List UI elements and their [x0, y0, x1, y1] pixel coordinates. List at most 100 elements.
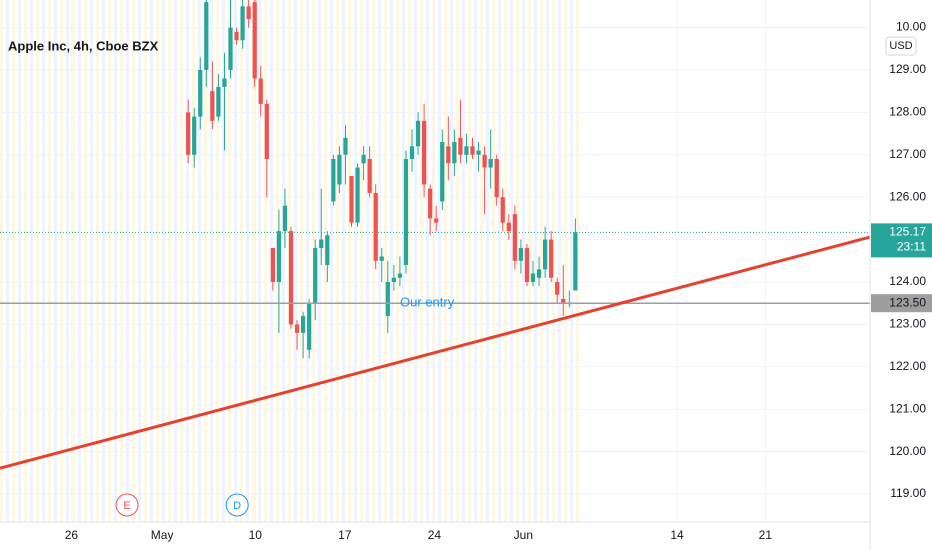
candle-body	[524, 248, 530, 282]
candle-body	[542, 239, 548, 270]
x-tick-label: Jun	[514, 528, 533, 542]
last-price-label: 125.17	[889, 225, 926, 239]
candle-body	[561, 298, 566, 304]
candle-body	[325, 235, 330, 266]
candle-body	[276, 231, 282, 282]
currency: USD	[889, 40, 912, 52]
candle-body	[512, 214, 517, 261]
event-marker	[115, 493, 139, 517]
candle-body	[409, 146, 415, 160]
candle-body	[434, 218, 439, 223]
candle-body	[385, 281, 390, 316]
y-tick-label: 120.00	[889, 444, 926, 458]
candle-body	[349, 175, 354, 223]
y-tick-label: 119.00	[890, 486, 926, 500]
candle-body	[476, 150, 481, 155]
chart-title: Apple Inc, 4h, Cboe BZX	[8, 38, 159, 53]
candle-body	[488, 159, 493, 168]
candle-body	[536, 269, 542, 278]
candle-body	[518, 248, 524, 261]
candle-body	[186, 112, 191, 155]
candle-body	[573, 232, 578, 291]
candle-body	[361, 154, 366, 164]
marks: Our entry E D	[0, 0, 871, 517]
axes: 10.00129.00128.00127.00126.00125.00124.0…	[65, 20, 932, 542]
candle-body	[379, 256, 384, 261]
candle-body	[204, 2, 209, 70]
candle-body	[216, 86, 221, 117]
trendline	[0, 235, 871, 470]
y-tick-label: 123.00	[889, 317, 926, 331]
candle-body	[464, 146, 469, 155]
currency-box[interactable]	[885, 36, 917, 56]
candle-body	[282, 205, 288, 232]
countdown: 23:11	[897, 240, 926, 254]
candle-body	[331, 159, 336, 202]
candle-body	[403, 159, 409, 266]
x-tick-label: 14	[670, 528, 684, 542]
candle-body	[264, 103, 269, 160]
candle-body	[192, 116, 197, 155]
candle-body	[234, 31, 239, 41]
candle-body	[367, 159, 372, 193]
y-tick-label: 127.00	[889, 147, 926, 161]
candle-body	[421, 120, 427, 185]
candle-body	[530, 273, 536, 282]
candle-body	[246, 6, 251, 20]
x-tick-label: 24	[428, 528, 442, 542]
candle-body	[452, 142, 457, 164]
x-tick-label: May	[151, 528, 174, 542]
y-tick-label: 126.00	[889, 189, 926, 203]
candle-body	[252, 2, 257, 79]
candle-body	[397, 273, 403, 278]
candle-body	[319, 239, 324, 249]
candle-body	[373, 192, 378, 261]
entry-price-tag	[871, 294, 932, 313]
candle-body	[222, 78, 227, 87]
y-tick-label: 129.00	[889, 62, 926, 76]
y-tick-label: 124.00	[889, 274, 926, 288]
candle-body	[228, 27, 233, 70]
event-label: E	[123, 500, 130, 512]
y-tick-label: 10.00	[896, 20, 926, 34]
candle-body	[549, 239, 554, 278]
candle-body	[343, 137, 348, 155]
candle-body	[307, 303, 312, 350]
time-axis	[0, 522, 870, 550]
event-label: D	[233, 500, 241, 512]
candle-body	[506, 222, 511, 232]
candle-body	[300, 315, 306, 333]
candle-body	[391, 277, 396, 282]
candle-body	[470, 146, 475, 155]
candle-body	[240, 6, 245, 41]
x-tick-label: 26	[65, 528, 79, 542]
candle-body	[458, 137, 463, 155]
candle-body	[337, 154, 342, 185]
candle-body	[440, 142, 445, 202]
candle-body	[210, 91, 215, 121]
candle-body	[313, 248, 318, 304]
price-axis	[870, 0, 932, 550]
candle-body	[294, 324, 300, 333]
candle-body	[258, 78, 263, 104]
x-tick-label: 10	[249, 528, 263, 542]
candle-body	[415, 120, 421, 147]
candle-body	[494, 159, 499, 198]
candle-body	[555, 281, 560, 295]
grid	[0, 0, 870, 522]
y-tick-label: 121.00	[889, 401, 926, 415]
x-tick-label: 17	[338, 528, 352, 542]
y-tick-label: 122.00	[889, 359, 926, 373]
candle-body	[428, 188, 433, 219]
entry-text: Our entry	[400, 295, 455, 310]
candle-body	[446, 146, 451, 164]
entry-price-label: 123.50	[889, 295, 926, 309]
candle-body	[288, 231, 294, 325]
candle-body	[355, 167, 360, 223]
event-marker	[225, 493, 249, 517]
y-tick-label: 128.00	[889, 105, 926, 119]
candle-body	[270, 248, 275, 282]
candle-body	[198, 69, 203, 117]
candle-body	[482, 154, 487, 168]
